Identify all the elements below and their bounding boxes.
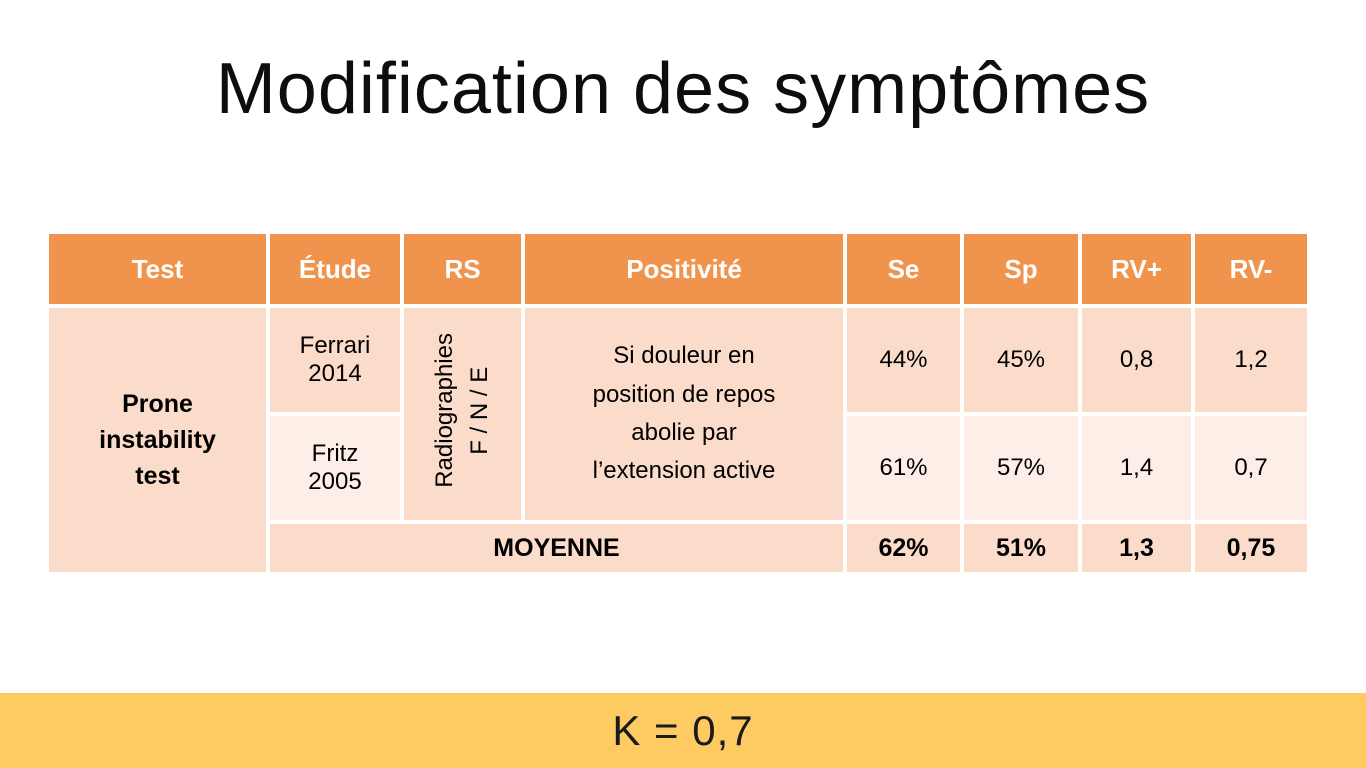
- study-name: Fritz: [311, 440, 359, 467]
- header-row: Test Étude RS Positivité Se Sp RV+ RV-: [49, 234, 1307, 304]
- rs-line-radiographies: Radiographies: [430, 333, 458, 488]
- positivity-line: Si douleur en: [613, 342, 755, 370]
- column-header-rv-minus: RV-: [1195, 234, 1307, 304]
- slide-title: Modification des symptômes: [215, 49, 1151, 129]
- average-label-cell: MOYENNE: [270, 524, 843, 572]
- table-row-average: MOYENNE 62% 51% 1,3 0,75: [49, 524, 1307, 572]
- kappa-value-label: K = 0,7: [612, 706, 754, 754]
- positivity-cell: Si douleur en position de repos abolie p…: [525, 308, 843, 520]
- rv-minus-value-fritz: 0,7: [1195, 416, 1307, 520]
- table-row-ferrari: Prone instability test Ferrari 2014 Radi…: [49, 308, 1307, 572]
- test-name-line: instability: [99, 425, 216, 454]
- rv-minus-value-average: 0,75: [1195, 524, 1307, 572]
- column-header-se: Se: [847, 234, 960, 304]
- rv-plus-value-fritz: 1,4: [1082, 416, 1191, 520]
- se-value-average: 62%: [847, 524, 960, 572]
- study-cell-ferrari: Ferrari 2014: [270, 308, 400, 412]
- study-cell-fritz: Fritz 2005: [270, 416, 400, 520]
- study-year: 2005: [308, 468, 362, 495]
- rs-cell: Radiographies F / N / E: [404, 308, 521, 520]
- footer-bar: K = 0,7: [0, 693, 1366, 768]
- positivity-line: position de repos: [592, 380, 776, 408]
- se-value-fritz: 61%: [847, 416, 960, 520]
- test-name-cell: Prone instability test: [49, 308, 266, 572]
- study-name: Ferrari: [299, 332, 371, 359]
- column-header-positivite: Positivité: [525, 234, 843, 304]
- results-table-container: Test Étude RS Positivité Se Sp RV+ RV- P…: [45, 230, 1307, 576]
- positivity-line: l’extension active: [592, 457, 776, 485]
- table-row-fritz: Fritz 2005 61% 57% 1,4 0,7: [49, 416, 1307, 520]
- column-header-sp: Sp: [964, 234, 1078, 304]
- column-header-rv-plus: RV+: [1082, 234, 1191, 304]
- sp-value-average: 51%: [964, 524, 1078, 572]
- positivity-line: abolie par: [631, 419, 737, 446]
- rv-plus-value-average: 1,3: [1082, 524, 1191, 572]
- test-name-line: test: [135, 462, 180, 491]
- sp-value-ferrari: 45%: [964, 308, 1078, 412]
- column-header-etude: Étude: [270, 234, 400, 304]
- study-year: 2014: [308, 360, 362, 387]
- sp-value-fritz: 57%: [964, 416, 1078, 520]
- rv-minus-value-ferrari: 1,2: [1195, 308, 1307, 412]
- rs-line-fne: F / N / E: [465, 366, 493, 455]
- column-header-rs: RS: [404, 234, 521, 304]
- column-header-test: Test: [49, 234, 266, 304]
- rv-plus-value-ferrari: 0,8: [1082, 308, 1191, 412]
- se-value-ferrari: 44%: [847, 308, 960, 412]
- results-table: Test Étude RS Positivité Se Sp RV+ RV- P…: [45, 230, 1311, 576]
- test-name-line: Prone: [122, 389, 193, 418]
- rs-vertical-text: Radiographies F / N / E: [428, 333, 498, 488]
